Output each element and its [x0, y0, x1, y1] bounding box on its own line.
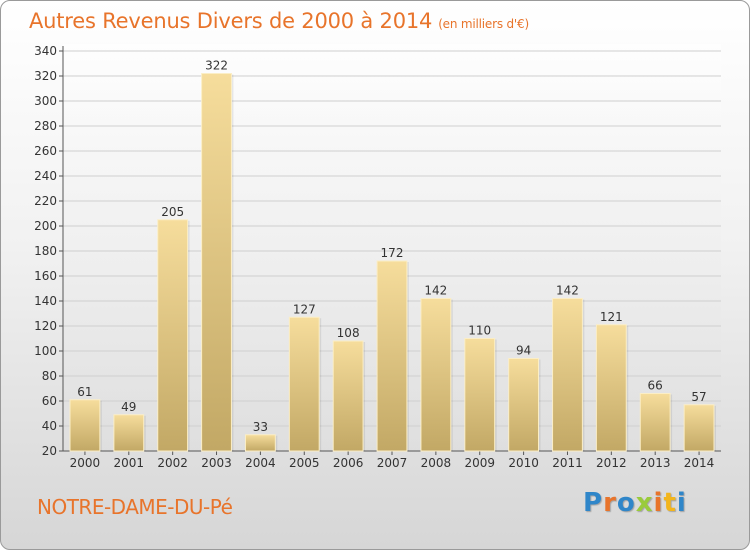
bar-value-label: 33: [253, 420, 268, 434]
x-tick-label: 2005: [289, 456, 320, 470]
y-tick-label: 160: [34, 269, 57, 283]
bar-value-label: 322: [205, 59, 228, 73]
chart-unit-note: (en milliers d'€): [438, 17, 529, 31]
bar-2010: [508, 358, 540, 452]
x-tick-label: 2011: [552, 456, 583, 470]
x-tick-label: 2008: [421, 456, 452, 470]
y-tick-label: 40: [42, 419, 57, 433]
bar-value-label: 127: [293, 302, 316, 316]
bar-2014: [683, 404, 715, 452]
bar-2007: [376, 260, 408, 452]
x-tick-label: 2002: [157, 456, 188, 470]
bar-2012: [595, 324, 627, 452]
y-tick-label: 300: [34, 94, 57, 108]
y-tick-label: 100: [34, 344, 57, 358]
x-tick-label: 2014: [684, 456, 715, 470]
y-tick-label: 280: [34, 119, 57, 133]
bar-2013: [639, 393, 671, 452]
x-tick-label: 2007: [377, 456, 408, 470]
bar-value-label: 57: [691, 390, 706, 404]
y-tick-label: 140: [34, 294, 57, 308]
y-tick-label: 260: [34, 144, 57, 158]
y-tick-label: 80: [42, 369, 57, 383]
bar-value-label: 108: [337, 326, 360, 340]
x-tick-label: 2010: [508, 456, 539, 470]
bar-value-label: 172: [381, 246, 404, 260]
y-tick-label: 320: [34, 69, 57, 83]
bar-value-label: 66: [648, 379, 663, 393]
bar-2003: [201, 73, 232, 452]
bar-value-label: 94: [516, 344, 531, 358]
bar-2009: [464, 338, 496, 452]
y-tick-label: 200: [34, 219, 57, 233]
y-tick-label: 240: [34, 169, 57, 183]
y-tick-label: 120: [34, 319, 57, 333]
x-tick-label: 2009: [464, 456, 495, 470]
bar-2002: [157, 219, 189, 452]
y-tick-label: 20: [42, 444, 57, 458]
chart-title-text: Autres Revenus Divers de 2000 à 2014: [29, 9, 433, 33]
bar-2008: [420, 298, 452, 452]
bar-value-label: 61: [77, 385, 92, 399]
x-tick-label: 2001: [114, 456, 145, 470]
x-tick-label: 2013: [640, 456, 671, 470]
y-tick-label: 180: [34, 244, 57, 258]
x-tick-label: 2004: [245, 456, 276, 470]
bar-2001: [113, 414, 145, 452]
bar-2004: [244, 434, 276, 452]
y-tick-label: 340: [34, 44, 57, 58]
chart-title: Autres Revenus Divers de 2000 à 2014 (en …: [29, 9, 529, 33]
y-tick-label: 60: [42, 394, 57, 408]
y-tick-label: 220: [34, 194, 57, 208]
bar-2011: [552, 298, 583, 452]
town-name: NOTRE-DAME-DU-Pé: [37, 495, 233, 519]
x-tick-label: 2000: [70, 456, 101, 470]
bar-value-label: 121: [600, 310, 623, 324]
bar-value-label: 110: [468, 324, 491, 338]
bar-value-label: 205: [161, 205, 184, 219]
bar-2006: [332, 340, 364, 452]
x-tick-label: 2006: [333, 456, 364, 470]
bar-value-label: 142: [424, 284, 447, 298]
bar-2005: [288, 316, 320, 452]
bar-value-label: 49: [121, 400, 136, 414]
x-tick-label: 2003: [201, 456, 232, 470]
proxiti-logo: Proxiti: [583, 488, 687, 518]
bar-2000: [69, 399, 101, 452]
bar-value-label: 142: [556, 284, 579, 298]
x-tick-label: 2012: [596, 456, 627, 470]
